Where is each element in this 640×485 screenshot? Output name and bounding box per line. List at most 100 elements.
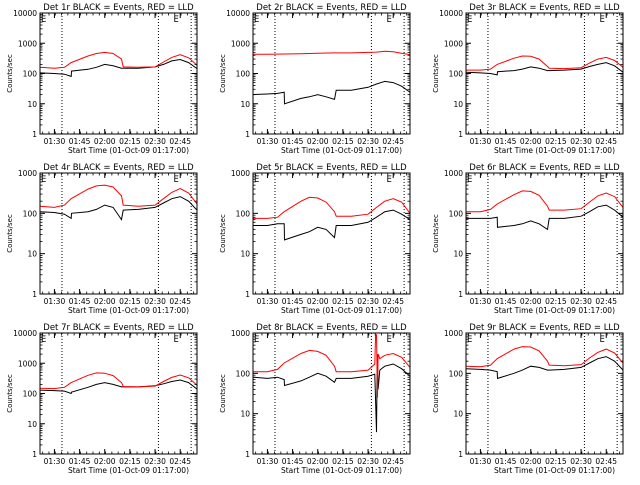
x-axis-label: Start Time (01-Oct-09 01:17:00) <box>68 306 189 315</box>
y-tick-label: 10000 <box>439 9 463 18</box>
chart-title: Det 9r BLACK = Events, RED = LLD <box>469 323 620 333</box>
y-tick-label: 10 <box>240 250 250 259</box>
chart-title: Det 4r BLACK = Events, RED = LLD <box>43 163 194 173</box>
chart-panel-8: Det 8r BLACK = Events, RED = LLD 1 10 100 10… <box>219 323 411 475</box>
y-tick-label: 10 <box>27 100 37 109</box>
x-axis-label: Start Time (01-Oct-09 01:17:00) <box>494 466 615 475</box>
series-line-lld <box>40 184 197 208</box>
x-axis-label: Start Time (01-Oct-09 01:17:00) <box>494 146 615 155</box>
y-axis-label: Counts/sec <box>219 214 227 253</box>
y-axis-label: Counts/sec <box>6 54 14 93</box>
x-tick-label: 02:30 <box>357 297 379 306</box>
x-tick-label: 02:30 <box>144 297 166 306</box>
x-tick-label: 02:45 <box>382 457 404 466</box>
e-marker-label: E <box>467 335 472 345</box>
y-tick-label: 100 <box>236 209 251 218</box>
x-axis-label: Start Time (01-Oct-09 01:17:00) <box>494 306 615 315</box>
x-tick-label: 02:45 <box>382 297 404 306</box>
y-tick-label: 10000 <box>13 9 37 18</box>
y-tick-label: 10 <box>453 410 463 419</box>
x-tick-label: 02:45 <box>382 137 404 146</box>
y-tick-label: 100 <box>23 70 38 79</box>
e-marker-label: E <box>600 335 605 345</box>
chart-title: Det 6r BLACK = Events, RED = LLD <box>469 163 620 173</box>
plot-frame <box>39 332 198 455</box>
x-axis-label: Start Time (01-Oct-09 01:17:00) <box>281 466 402 475</box>
y-tick-label: 1000 <box>444 169 463 178</box>
y-tick-label: 100 <box>236 369 251 378</box>
chart-panel-7: Det 7r BLACK = Events, RED = LLD 1 10 100 10… <box>6 323 198 475</box>
x-tick-label: 02:15 <box>332 457 354 466</box>
y-tick-label: 100 <box>23 209 38 218</box>
y-tick-label: 10 <box>27 420 37 429</box>
series-group <box>466 190 623 231</box>
x-tick-label: 02:45 <box>169 137 191 146</box>
chart-panel-2: Det 2r BLACK = Events, RED = LLD 1 10 100 10… <box>219 3 411 155</box>
series-group <box>253 196 410 241</box>
x-tick-label: 02:45 <box>595 457 617 466</box>
plot-frame <box>252 332 411 455</box>
series-line-lld <box>253 50 410 56</box>
x-tick-label: 01:30 <box>257 457 279 466</box>
chart-title: Det 5r BLACK = Events, RED = LLD <box>256 163 407 173</box>
x-tick-label: 02:00 <box>94 137 116 146</box>
x-tick-label: 02:30 <box>357 457 379 466</box>
x-axis-label: Start Time (01-Oct-09 01:17:00) <box>281 306 402 315</box>
x-tick-label: 02:00 <box>307 457 329 466</box>
plot-frame <box>465 332 624 455</box>
x-tick-label: 01:45 <box>495 137 517 146</box>
series-line-lld <box>40 372 197 390</box>
chart-title: Det 1r BLACK = Events, RED = LLD <box>43 3 194 13</box>
x-tick-label: 01:30 <box>44 137 66 146</box>
series-line-events <box>466 62 623 76</box>
e-marker-label: E <box>174 175 179 185</box>
y-tick-label: 1 <box>245 290 250 299</box>
y-tick-label: 1000 <box>231 169 250 178</box>
x-tick-label: 02:15 <box>545 297 567 306</box>
y-axis-label: Counts/sec <box>6 214 14 253</box>
x-tick-label: 02:45 <box>595 297 617 306</box>
x-tick-label: 02:00 <box>94 457 116 466</box>
y-axis-label: Counts/sec <box>6 374 14 413</box>
y-axis-label: Counts/sec <box>219 374 227 413</box>
x-tick-label: 01:45 <box>282 137 304 146</box>
series-group <box>253 50 410 105</box>
y-tick-label: 1 <box>458 290 463 299</box>
y-tick-label: 10 <box>453 100 463 109</box>
e-marker-label: E <box>174 15 179 25</box>
x-tick-label: 02:45 <box>169 297 191 306</box>
plot-frame <box>252 172 411 295</box>
e-marker-label: E <box>254 175 259 185</box>
y-tick-label: 1000 <box>231 329 250 338</box>
x-tick-label: 02:00 <box>520 137 542 146</box>
series-line-events <box>253 80 410 105</box>
plot-frame <box>39 12 198 135</box>
y-tick-label: 1 <box>32 130 37 139</box>
y-tick-label: 1000 <box>444 39 463 48</box>
y-axis-label: Counts/sec <box>432 374 440 413</box>
x-tick-label: 01:30 <box>470 457 492 466</box>
x-tick-label: 01:45 <box>69 137 91 146</box>
y-tick-label: 100 <box>449 70 464 79</box>
e-marker-label: E <box>387 15 392 25</box>
chart-panel-9: Det 9r BLACK = Events, RED = LLD 1 10 100 10… <box>432 323 624 475</box>
x-tick-label: 02:00 <box>520 297 542 306</box>
series-line-lld <box>253 334 410 398</box>
x-axis-label: Start Time (01-Oct-09 01:17:00) <box>68 466 189 475</box>
x-tick-label: 01:45 <box>69 297 91 306</box>
x-tick-label: 01:45 <box>282 297 304 306</box>
x-tick-label: 02:15 <box>332 297 354 306</box>
x-tick-label: 02:30 <box>570 457 592 466</box>
e-marker-label: E <box>600 15 605 25</box>
y-tick-label: 1000 <box>444 329 463 338</box>
x-axis-label: Start Time (01-Oct-09 01:17:00) <box>281 146 402 155</box>
x-tick-label: 02:15 <box>332 137 354 146</box>
x-tick-label: 02:30 <box>570 297 592 306</box>
chart-title: Det 8r BLACK = Events, RED = LLD <box>256 323 407 333</box>
series-line-events <box>40 196 197 221</box>
x-tick-label: 01:30 <box>470 297 492 306</box>
x-tick-label: 01:30 <box>44 297 66 306</box>
x-tick-label: 02:15 <box>119 137 141 146</box>
